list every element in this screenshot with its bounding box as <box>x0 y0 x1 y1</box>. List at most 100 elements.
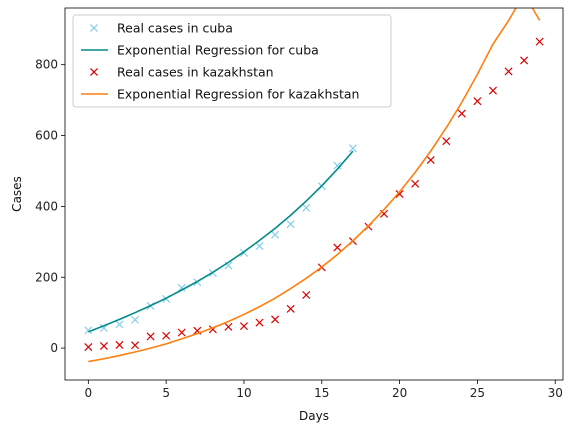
series-2-marker <box>239 322 248 331</box>
series-2-marker-x <box>411 179 420 188</box>
axes: 0 5 10 15 20 25 30 0 200 400 600 800 Days Cases <box>10 7 564 423</box>
legend-marker-swatch <box>89 67 99 77</box>
series-0-marker <box>255 242 264 251</box>
series-2-marker <box>84 343 93 352</box>
y-tick-label: 800 <box>35 58 58 72</box>
legend-label: Exponential Regression for kazakhstan <box>117 87 359 102</box>
series-2-marker-x <box>239 322 248 331</box>
series-2-marker <box>177 328 186 337</box>
series-2-marker <box>131 341 140 350</box>
series-2-marker <box>286 304 295 313</box>
series-2-marker-x <box>333 243 342 252</box>
series-2-marker-x <box>504 67 513 76</box>
series-0-marker <box>271 230 280 239</box>
series-0-marker <box>333 161 342 170</box>
series-2-marker-x <box>99 341 108 351</box>
series-0-marker-x <box>115 320 124 329</box>
series-2-marker <box>255 318 264 327</box>
x-tick-label: 25 <box>470 386 485 400</box>
legend-label: Exponential Regression for cuba <box>117 43 319 58</box>
x-tick-label: 30 <box>548 386 563 400</box>
plot-area <box>84 8 544 363</box>
series-2-marker <box>224 322 233 331</box>
legend-entry: Real cases in cuba <box>89 21 233 36</box>
series-0-marker <box>177 283 186 292</box>
series-2-marker-x <box>84 343 93 352</box>
series-0-marker-x <box>271 230 280 239</box>
series-0-marker <box>131 315 140 324</box>
series-0-marker <box>115 320 124 329</box>
series-2-marker-x <box>473 97 482 106</box>
series-2-marker <box>457 109 466 118</box>
series-2-marker-x <box>271 315 280 324</box>
series-2-marker <box>411 179 420 188</box>
series-2-marker <box>426 155 435 165</box>
series-0-marker <box>348 144 357 153</box>
series-2-marker-x <box>457 109 466 118</box>
series-0-marker-x <box>84 326 93 335</box>
series-2-marker <box>333 243 342 252</box>
x-tick-label: 0 <box>85 386 93 400</box>
series-0-marker-x <box>302 203 311 212</box>
series-2-marker <box>162 331 171 340</box>
series-2-marker-x <box>426 155 435 165</box>
series-2-marker <box>395 189 404 199</box>
series-2-marker <box>271 315 280 324</box>
series-2-marker-x <box>115 340 124 349</box>
x-tick-label: 15 <box>314 386 329 400</box>
series-2-marker-x <box>488 86 497 95</box>
series-2-marker <box>535 37 544 46</box>
series-0-marker-x <box>286 220 295 229</box>
y-tick-label: 0 <box>50 341 58 355</box>
x-tick-label: 20 <box>392 386 407 400</box>
series-2-marker-x <box>177 328 186 337</box>
series-0-marker-x <box>255 242 264 251</box>
legend-entry: Exponential Regression for kazakhstan <box>81 87 359 102</box>
series-3-line <box>88 8 541 363</box>
x-tick-label: 5 <box>162 386 170 400</box>
legend-marker-swatch <box>89 23 99 33</box>
series-0-marker-x <box>333 161 342 170</box>
series-2-marker-x <box>302 290 311 299</box>
y-tick-label: 600 <box>35 129 58 143</box>
plot-frame <box>64 7 564 381</box>
series-2-marker <box>504 67 513 76</box>
series-2-marker-x <box>146 332 155 341</box>
series-0-marker-x <box>348 144 357 153</box>
legend-label: Real cases in cuba <box>117 21 233 36</box>
series-2-marker <box>520 56 529 65</box>
y-axis-label: Cases <box>10 176 24 212</box>
series-2-marker-x <box>131 341 140 350</box>
series-1-line <box>88 150 354 333</box>
legend: Real cases in cuba Exponential Regression… <box>72 14 392 108</box>
series-2-marker <box>99 341 108 351</box>
x-axis-label: Days <box>299 409 329 423</box>
series-2-marker-x <box>255 318 264 327</box>
series-2-marker-x <box>286 304 295 313</box>
series-0-marker <box>84 326 93 335</box>
series-0-marker-x <box>177 283 186 292</box>
y-tick-label: 400 <box>35 199 58 213</box>
series-0-marker <box>286 220 295 229</box>
series-0-marker <box>302 203 311 212</box>
series-0-marker-x <box>131 315 140 324</box>
legend-label: Real cases in kazakhstan <box>117 65 274 80</box>
series-2-marker <box>488 86 497 95</box>
x-tick-label: 10 <box>236 386 251 400</box>
series-2-marker <box>302 290 311 299</box>
y-tick-label: 200 <box>35 270 58 284</box>
series-2-marker <box>473 97 482 106</box>
legend-entry: Exponential Regression for cuba <box>81 43 319 58</box>
series-2-marker-x <box>162 331 171 340</box>
series-2-marker <box>146 332 155 341</box>
series-2-marker-x <box>442 137 451 146</box>
series-2-marker-x <box>520 56 529 65</box>
series-2-marker-x <box>535 37 544 46</box>
series-2-marker <box>115 340 124 349</box>
series-2-marker-x <box>395 189 404 199</box>
series-2-marker <box>442 137 451 146</box>
legend-box <box>72 14 392 108</box>
legend-entry: Real cases in kazakhstan <box>89 65 274 80</box>
